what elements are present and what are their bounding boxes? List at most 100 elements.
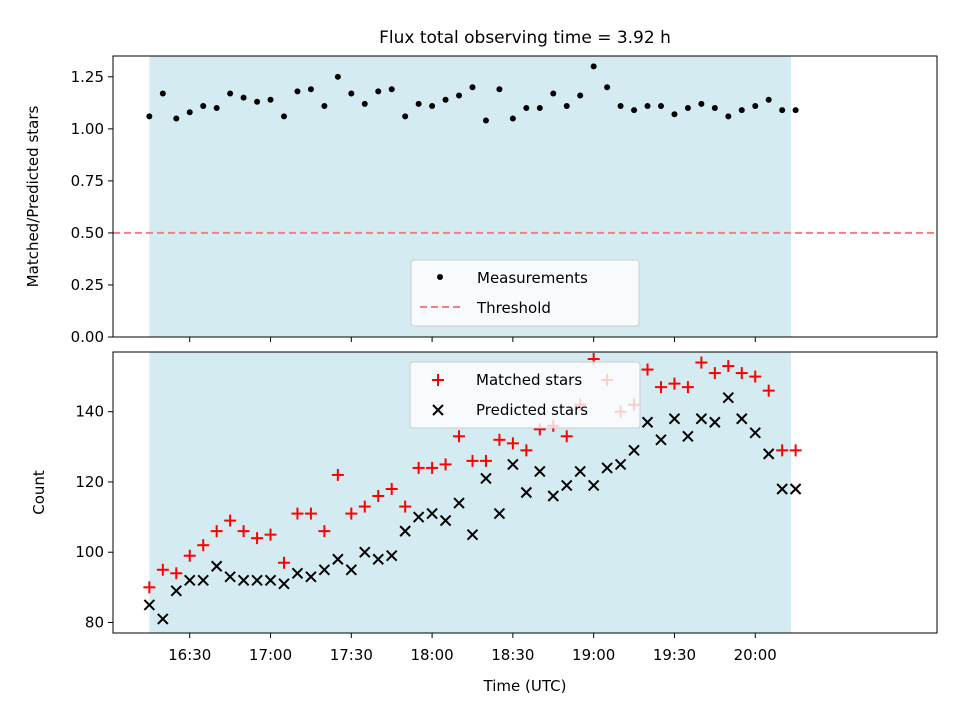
x-tick-label: 17:30 [330,646,373,664]
measurement-point [307,86,314,93]
measurement-point [550,90,557,97]
matched-star-point [264,528,277,541]
matched-star-point [304,507,317,520]
measurement-point [159,90,166,97]
matched-star-point [681,381,694,394]
measurement-point [429,102,436,109]
y-tick-label: 140 [75,403,104,421]
predicted-star-point [466,528,479,541]
measurement-point [186,109,193,116]
matched-star-point [479,454,492,467]
legend-measurement-marker [437,274,443,280]
predicted-star-point [143,599,156,611]
y-tick-label: 0.00 [71,328,104,346]
measurement-point [617,102,624,109]
count-y-ticks: 80 100 120 140 [75,403,113,631]
x-tick-label: 19:00 [572,646,615,664]
predicted-star-point [682,430,694,443]
predicted-star-point [264,574,277,587]
measurement-point [442,96,449,103]
matched-star-point [251,532,264,545]
measurement-point [684,105,691,112]
measurement-point [590,63,597,70]
count-legend: Matched stars Predicted stars [409,361,641,429]
measurement-point [469,84,476,91]
predicted-star-point [426,507,438,520]
measurement-point [779,107,786,114]
measurement-point [631,107,638,114]
legend-threshold-label: Threshold [476,299,551,317]
matched-star-point [183,549,196,562]
matched-star-point [722,360,735,373]
predicted-star-point [614,458,627,471]
matched-star-point [143,581,156,594]
predicted-star-point [762,448,775,460]
matched-star-point [345,507,358,520]
count-panel: 80 100 120 140 16:30 17:00 17:30 18:00 18:30 19:… [30,351,938,695]
matched-star-point [735,367,748,380]
matched-star-point [331,468,344,481]
matched-star-point [224,514,237,527]
predicted-star-point [628,444,640,457]
matched-star-point [170,567,183,580]
matched-star-point [197,539,210,552]
predicted-star-point [210,560,223,572]
matched-star-point [439,458,452,471]
predicted-star-point [197,574,209,587]
matched-star-point [399,500,412,513]
legend-predicted-marker [432,404,444,416]
ratio-y-axis-label: Matched/Predicted stars [24,106,42,288]
measurement-point [415,100,422,107]
x-tick-label: 19:30 [653,646,696,664]
matched-star-point [453,430,466,443]
predicted-star-point [695,413,708,425]
matched-star-point [385,482,398,495]
measurement-point [173,115,180,122]
measurement-point [456,92,463,99]
legend-predicted-label: Predicted stars [476,401,588,419]
measurement-point [482,117,489,124]
x-tick-label: 20:00 [734,646,777,664]
predicted-star-point [641,416,654,428]
measurement-point [388,86,395,93]
measurement-point [725,113,732,120]
predicted-star-point [237,574,250,587]
predicted-star-point [157,613,169,625]
measurement-point [334,73,341,80]
measurement-point [375,88,382,95]
predicted-star-point [412,511,425,523]
predicted-star-point [385,550,398,562]
y-tick-label: 1.25 [71,68,104,86]
legend-matched-marker [432,374,444,386]
ratio-x-ticks [189,337,756,342]
matched-star-point [708,367,721,380]
time-x-ticks: 16:30 17:00 17:30 18:00 18:30 19:00 19:30 20:00 [168,633,777,664]
y-tick-label: 0.25 [71,276,104,294]
ratio-panel: 0.00 0.25 0.50 0.75 1.00 1.25 Matched/Predict… [24,55,938,346]
ratio-panel-frame [112,55,938,338]
measurement-point [523,105,530,112]
measurement-point [227,90,234,97]
predicted-star-point [655,434,667,446]
predicted-star-point [372,553,384,565]
measurement-point [509,115,516,122]
predicted-star-point [520,486,533,499]
predicted-star-point [789,483,802,495]
matched-star-point [641,363,654,376]
legend-matched-label: Matched stars [476,371,582,389]
matched-star-point [237,525,250,538]
predicted-star-point [480,472,492,485]
predicted-star-point [749,427,761,439]
measurement-point [294,88,301,95]
predicted-star-point [493,507,506,520]
matched-star-point [426,461,439,474]
measurement-point [563,102,570,109]
predicted-star-point [709,416,721,428]
measurement-point [671,111,678,118]
predicted-star-point [453,497,465,509]
measurement-point [200,102,207,109]
predicted-star-point [305,571,317,583]
figure-title: Flux total observing time = 3.92 h [379,28,671,48]
predicted-star-point [224,571,236,583]
predicted-star-point [507,458,519,471]
